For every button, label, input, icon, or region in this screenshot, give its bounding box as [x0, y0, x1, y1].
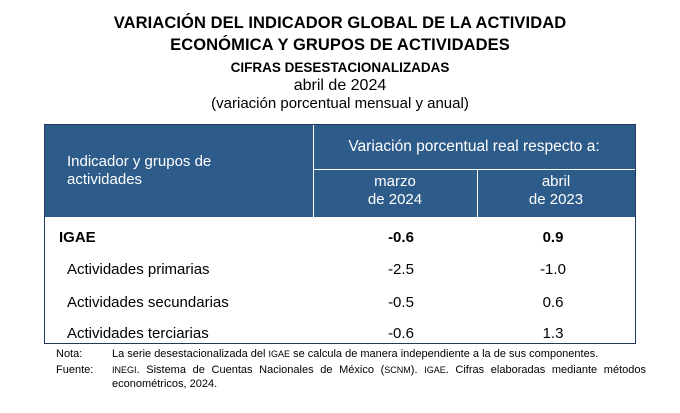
header-vdivider-2 — [477, 169, 478, 217]
header-col-march-line-2: de 2024 — [367, 191, 423, 208]
header-vdivider-1 — [313, 125, 314, 217]
source-igae: IGAE — [424, 365, 446, 375]
note-igae: IGAE — [268, 349, 291, 359]
footnotes: Nota: La serie desestacionalizada del IG… — [56, 347, 646, 391]
row-label: Actividades terciarias — [67, 325, 209, 342]
table-header: Indicador y grupos de actividades Variac… — [45, 125, 635, 217]
row-value-april: 0.6 — [542, 294, 564, 311]
header-col-march-line-1: marzo — [374, 173, 416, 190]
source-text-a: . Sistema de Cuentas Nacionales de Méxic… — [136, 364, 385, 376]
note-row: Nota: La serie desestacionalizada del IG… — [56, 347, 646, 361]
table-row: Actividades secundarias -0.5 0.6 — [45, 286, 635, 318]
header-divider — [313, 169, 635, 170]
header-indicator-line-1: Indicador y grupos de — [67, 153, 212, 170]
header-variation: Variación porcentual real respecto a: — [348, 138, 600, 155]
source-row: Fuente: INEGI. Sistema de Cuentas Nacion… — [56, 363, 646, 391]
table-row: IGAE -0.6 0.9 — [45, 221, 635, 253]
header-indicator-line-2: actividades — [67, 171, 143, 188]
row-value-march: -2.5 — [388, 261, 414, 278]
header-col-april-line-2: de 2023 — [528, 191, 584, 208]
row-value-april: -1.0 — [540, 261, 566, 278]
subtitle: CIFRAS DESESTACIONALIZADAS — [230, 60, 450, 75]
row-label: Actividades secundarias — [67, 294, 229, 311]
period: abril de 2024 — [293, 77, 387, 94]
data-table: Indicador y grupos de actividades Variac… — [44, 124, 636, 344]
source-scnm: SCNM — [384, 365, 411, 375]
row-value-march: -0.6 — [388, 229, 414, 246]
source-key: Fuente: — [56, 364, 94, 376]
title-line-2: ECONÓMICA Y GRUPOS DE ACTIVIDADES — [170, 36, 510, 54]
row-value-april: 0.9 — [542, 229, 564, 246]
table-row: Actividades terciarias -0.6 1.3 — [45, 317, 635, 349]
source-text-b: ). — [410, 364, 425, 376]
title-line-1: VARIACIÓN DEL INDICADOR GLOBAL DE LA ACT… — [113, 14, 567, 32]
note-text-a: La serie desestacionalizada del — [112, 348, 269, 360]
title-block: VARIACIÓN DEL INDICADOR GLOBAL DE LA ACT… — [0, 12, 680, 112]
row-label: IGAE — [59, 229, 96, 246]
header-indicator: Indicador y grupos de actividades — [67, 153, 327, 189]
unit-note: (variación porcentual mensual y anual) — [211, 95, 469, 112]
note-text-b: se calcula de manera independiente a la … — [290, 348, 599, 360]
row-value-april: 1.3 — [542, 325, 564, 342]
header-col-march: marzo de 2024 — [313, 173, 477, 217]
source-inegi: INEGI — [112, 365, 137, 375]
table-row: Actividades primarias -2.5 -1.0 — [45, 253, 635, 285]
source-text-c: . Cifras elaboradas mediante métodos eco… — [112, 364, 646, 390]
note-key: Nota: — [56, 348, 83, 360]
row-value-march: -0.6 — [388, 325, 414, 342]
header-col-april-line-1: abril — [541, 173, 571, 190]
header-col-april: abril de 2023 — [477, 173, 635, 217]
note-text: La serie desestacionalizada del IGAE se … — [112, 347, 646, 361]
source-text: INEGI. Sistema de Cuentas Nacionales de … — [112, 363, 646, 391]
row-label: Actividades primarias — [67, 261, 210, 278]
row-value-march: -0.5 — [388, 294, 414, 311]
